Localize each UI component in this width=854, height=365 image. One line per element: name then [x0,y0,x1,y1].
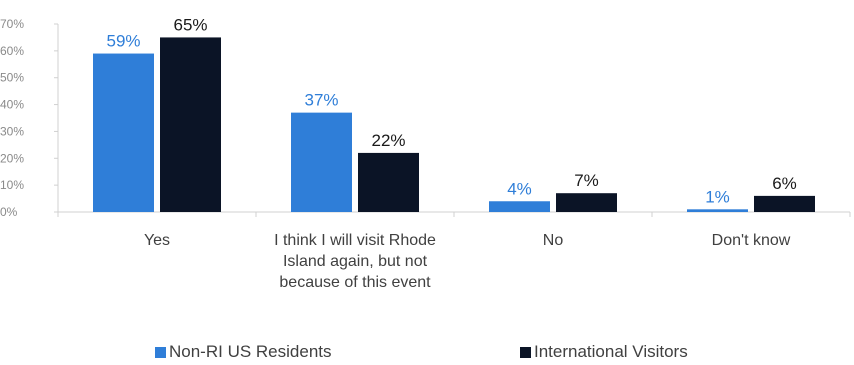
legend-swatch-international [520,346,531,358]
legend-swatch-non-ri [155,346,166,358]
bar-non-ri-3 [687,209,748,212]
bar-non-ri-1 [291,112,352,212]
bar-chart: 0% 10% 20% 30% 40% 50% 60% 70% 59% 65% Yes 37% 22% I … [0,15,851,291]
bar-international-0 [160,37,221,212]
legend-label-international: International Visitors [534,342,688,361]
y-tick-label: 40% [0,98,24,112]
legend-item-non-ri-us-residents: Non-RI US Residents [155,342,332,362]
y-tick-label: 0% [0,205,18,219]
data-label: 22% [371,131,405,150]
x-category-label: Don't know [712,232,791,249]
data-label: 4% [507,179,532,198]
y-tick-label: 30% [0,124,24,138]
data-label: 37% [304,91,338,110]
data-label: 6% [772,174,797,193]
data-label: 59% [106,32,140,51]
data-label: 1% [705,187,730,206]
data-label: 7% [574,171,599,190]
x-category-label: I think I will visit Rhode Island again, … [274,232,436,291]
x-category-label: Yes [144,232,170,249]
data-label: 65% [173,15,207,34]
bar-non-ri-0 [93,53,154,212]
y-tick-label: 50% [0,71,24,85]
y-tick-label: 70% [0,17,24,31]
legend-label-non-ri: Non-RI US Residents [169,342,332,361]
bar-international-1 [358,152,419,212]
legend-item-international-visitors: International Visitors [520,342,688,362]
bar-international-3 [754,195,815,212]
bar-non-ri-2 [489,201,550,212]
x-category-label: No [543,232,564,249]
y-tick-label: 20% [0,151,24,165]
y-tick-label: 60% [0,44,24,58]
y-tick-label: 10% [0,178,24,192]
bar-international-2 [556,193,617,212]
